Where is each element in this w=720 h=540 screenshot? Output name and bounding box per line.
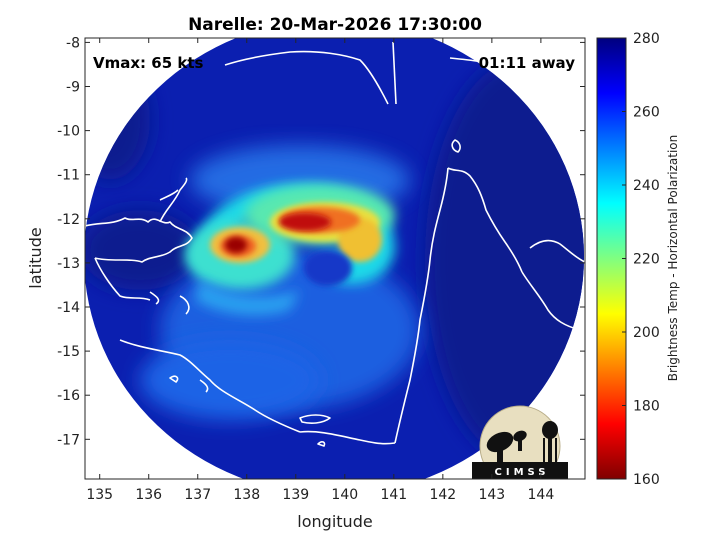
colorbar-label: Brightness Temp - Horizontal Polarizatio… [666, 135, 680, 382]
x-axis-ticks: 135 136 137 138 139 140 141 142 143 144 [86, 38, 554, 503]
y-tick-label: -13 [57, 256, 80, 272]
x-tick-label: 144 [528, 487, 555, 503]
storm-eye [304, 250, 352, 286]
plot-area: Vmax: 65 kts 01:11 away CIMSS [85, 38, 585, 479]
satellite-dish-icon [486, 430, 527, 462]
cimss-logo: CIMSS [472, 405, 568, 479]
colorbar-tick-label: 160 [633, 472, 660, 488]
colorbar-tick-label: 240 [633, 178, 660, 194]
vmax-annotation: Vmax: 65 kts [93, 54, 203, 72]
time-away-annotation: 01:11 away [479, 54, 576, 72]
y-tick-label: -17 [57, 432, 80, 448]
plot-title: Narelle: 20-Mar-2026 17:30:00 [188, 15, 482, 35]
x-tick-label: 138 [233, 487, 260, 503]
y-tick-label: -11 [57, 168, 80, 184]
x-tick-label: 143 [478, 487, 505, 503]
colorbar-tick-label: 220 [633, 252, 660, 268]
x-tick-label: 139 [282, 487, 309, 503]
colorbar-tick-label: 260 [633, 105, 660, 121]
y-tick-label: -14 [57, 300, 80, 316]
y-tick-label: -10 [57, 124, 80, 140]
x-tick-label: 141 [380, 487, 407, 503]
y-tick-label: -12 [57, 212, 80, 228]
y-axis-label: latitude [26, 227, 45, 288]
x-tick-label: 137 [184, 487, 211, 503]
x-axis-label: longitude [297, 512, 372, 531]
y-tick-label: -16 [57, 388, 80, 404]
colorbar-ticks: 280 260 240 220 200 180 160 [622, 31, 660, 488]
y-axis-ticks: -8 -9 -10 -11 -12 -13 -14 -15 -16 -17 [57, 35, 585, 448]
y-tick-label: -9 [66, 80, 80, 96]
cold-core-west [225, 237, 247, 253]
x-tick-label: 136 [135, 487, 162, 503]
x-tick-label: 135 [86, 487, 113, 503]
y-tick-label: -8 [66, 35, 80, 51]
colorbar-tick-label: 180 [633, 399, 660, 415]
plot-frame [84, 37, 586, 480]
coastlines [85, 41, 585, 447]
x-tick-label: 140 [331, 487, 358, 503]
colorbar-tick-label: 280 [633, 31, 660, 47]
colorbar: 280 260 240 220 200 180 160 Brightness Temp - … [596, 31, 680, 488]
water-tower-icon [542, 421, 558, 462]
colorbar-ramp [596, 37, 627, 480]
cimss-logo-text: CIMSS [495, 467, 550, 478]
y-tick-label: -15 [57, 344, 80, 360]
x-tick-label: 142 [429, 487, 456, 503]
brightness-temperature-swath [85, 38, 584, 479]
colorbar-tick-label: 200 [633, 325, 660, 341]
cold-core-east [279, 213, 331, 231]
